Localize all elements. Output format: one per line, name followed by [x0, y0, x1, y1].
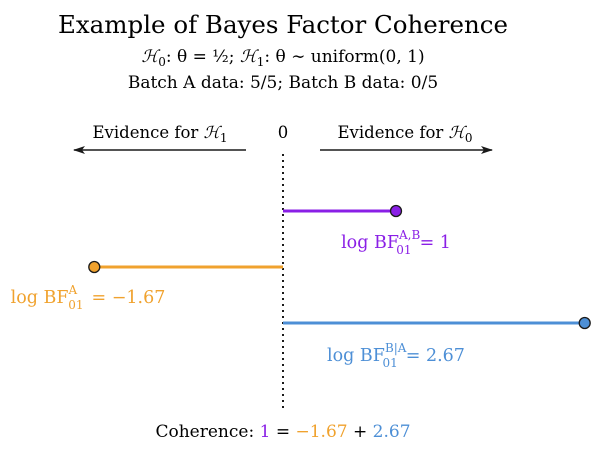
evidence-h0-subscript: 0 — [465, 131, 473, 145]
bar-a-label-sup: A — [68, 283, 78, 297]
coherence-term-ab: 1 — [260, 422, 271, 442]
zero-label: 0 — [278, 123, 289, 142]
evidence-h1-label: Evidence for ℋ1 — [93, 123, 228, 145]
coherence-term-ba: 2.67 — [373, 422, 411, 442]
evidence-h1-text: Evidence for — [93, 123, 204, 142]
bar-a-label-value: = −1.67 — [92, 288, 166, 308]
batch-data-line: Batch A data: 5/5; Batch B data: 0/5 — [128, 73, 438, 93]
evidence-h0-symbol: ℋ — [449, 123, 468, 142]
coherence-equation: Coherence: 1 = −1.67 + 2.67 — [155, 422, 410, 442]
bar-ab-label-sup: A,B — [398, 228, 420, 242]
hypotheses-line: ℋ0: θ = ¹⁄₂; ℋ1: θ ∼ uniform(0, 1) — [141, 47, 424, 69]
bar-ab-endpoint — [389, 204, 403, 218]
bars-layer — [88, 204, 591, 330]
h0-definition: : θ = ¹⁄₂; — [166, 47, 240, 67]
h1-symbol: ℋ — [240, 47, 260, 67]
h0-symbol: ℋ — [141, 47, 161, 67]
diagram-title: Example of Bayes Factor Coherence — [58, 10, 508, 39]
bar-ab-label-prefix: log BF — [341, 233, 399, 253]
coherence-plus: + — [348, 422, 373, 442]
bar-ba-label-prefix: log BF — [327, 346, 385, 366]
evidence-h0-label: Evidence for ℋ0 — [338, 123, 473, 145]
bar-ab-label: log BFA,B 01 = 1 — [341, 228, 451, 257]
h0-subscript: 0 — [158, 55, 166, 69]
bar-a-label: log BFA 01 = −1.67 — [11, 283, 166, 312]
evidence-h0-text: Evidence for — [338, 123, 449, 142]
bar-a-endpoint — [88, 260, 101, 274]
evidence-h1-symbol: ℋ — [204, 123, 223, 142]
bar-ba-endpoint — [578, 316, 591, 330]
coherence-term-a: −1.67 — [295, 422, 347, 442]
bar-ab-label-value: = 1 — [420, 233, 451, 253]
h1-subscript: 1 — [257, 55, 265, 69]
bar-a-label-prefix: log BF — [11, 288, 69, 308]
coherence-prefix: Coherence: — [155, 422, 259, 442]
coherence-equals: = — [270, 422, 295, 442]
evidence-h1-subscript: 1 — [220, 131, 228, 145]
bar-ab-label-sub: 01 — [396, 243, 411, 257]
bar-ba-label-sup: B|A — [385, 341, 407, 355]
bar-ba-label: log BFB|A 01 = 2.67 — [327, 341, 465, 370]
h1-definition: : θ ∼ uniform(0, 1) — [264, 47, 424, 67]
bar-ba-label-value: = 2.67 — [406, 346, 465, 366]
bar-a-label-sub: 01 — [68, 298, 83, 312]
bar-ba-label-sub: 01 — [382, 356, 397, 370]
